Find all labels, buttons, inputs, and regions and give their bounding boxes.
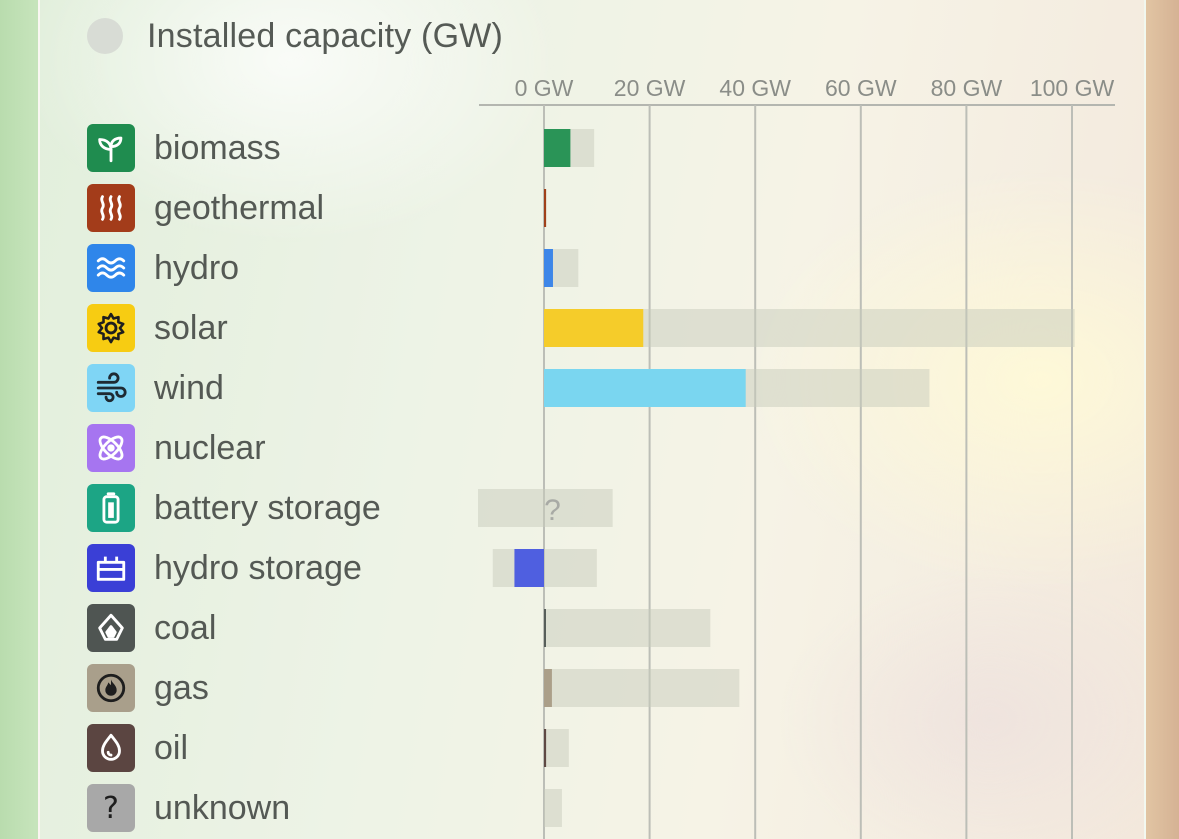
x-tick-label: 40 GW xyxy=(719,75,791,101)
category-label: unknown xyxy=(154,788,291,827)
heat-waves-icon xyxy=(87,184,135,232)
x-tick-label: 100 GW xyxy=(1030,75,1115,101)
capacity-bar-battery-storage[interactable] xyxy=(478,489,613,527)
category-row-hydro[interactable]: hydro xyxy=(87,244,239,292)
info-dot-icon[interactable] xyxy=(87,18,123,54)
capacity-bar-coal[interactable] xyxy=(544,609,711,647)
production-bar-hydro-storage[interactable] xyxy=(514,549,544,587)
x-tick-label: 20 GW xyxy=(614,75,686,101)
category-label: biomass xyxy=(154,128,281,167)
category-row-unknown[interactable]: ? unknown xyxy=(87,784,290,832)
capacity-bar-oil[interactable] xyxy=(544,729,569,767)
production-bar-gas[interactable] xyxy=(544,669,552,707)
production-bar-coal[interactable] xyxy=(544,609,546,647)
category-label: nuclear xyxy=(154,428,266,467)
category-label: hydro storage xyxy=(154,548,362,587)
production-bar-biomass[interactable] xyxy=(544,129,571,167)
category-row-coal[interactable]: coal xyxy=(87,604,216,652)
chart-header: Installed capacity (GW) xyxy=(87,14,503,58)
capacity-bar-gas[interactable] xyxy=(544,669,740,707)
category-row-solar[interactable]: solar xyxy=(87,304,228,352)
category-label: oil xyxy=(154,728,189,767)
capacity-bar-hydro-storage[interactable] xyxy=(492,549,597,587)
water-waves-icon xyxy=(87,244,135,292)
category-row-nuclear[interactable]: nuclear xyxy=(87,424,266,472)
category-row-hydro-storage[interactable]: hydro storage xyxy=(87,544,362,592)
sun-icon xyxy=(87,304,135,352)
category-row-biomass[interactable]: biomass xyxy=(87,124,281,172)
x-tick-label: 60 GW xyxy=(825,75,897,101)
category-row-geothermal[interactable]: geothermal xyxy=(87,184,324,232)
category-label: battery storage xyxy=(154,488,381,527)
production-bar-oil[interactable] xyxy=(544,729,547,767)
category-label: solar xyxy=(154,308,228,347)
capacity-bar-unknown[interactable] xyxy=(544,789,562,827)
wind-icon xyxy=(87,364,135,412)
coal-icon xyxy=(87,604,135,652)
x-tick-label: 0 GW xyxy=(515,75,574,101)
production-bar-solar[interactable] xyxy=(544,309,644,347)
sprout-icon xyxy=(87,124,135,172)
category-label: wind xyxy=(154,368,224,407)
category-row-battery-storage[interactable]: battery storage xyxy=(87,484,381,532)
drop-icon xyxy=(87,724,135,772)
production-bar-geothermal[interactable] xyxy=(544,189,547,227)
unknown-value-mark: ? xyxy=(544,494,561,527)
category-label: coal xyxy=(154,608,217,647)
category-label: geothermal xyxy=(154,188,325,227)
production-bar-wind[interactable] xyxy=(544,369,746,407)
chart-title: Installed capacity (GW) xyxy=(147,16,504,55)
category-row-oil[interactable]: oil xyxy=(87,724,188,772)
battery-icon xyxy=(87,484,135,532)
storage-icon xyxy=(87,544,135,592)
production-bar-hydro[interactable] xyxy=(544,249,553,287)
category-row-gas[interactable]: gas xyxy=(87,664,209,712)
flame-icon xyxy=(87,664,135,712)
category-label: hydro xyxy=(154,248,240,287)
category-row-wind[interactable]: wind xyxy=(87,364,224,412)
question-icon: ? xyxy=(87,784,135,832)
x-tick-label: 80 GW xyxy=(931,75,1003,101)
category-label: gas xyxy=(154,668,209,707)
atom-icon xyxy=(87,424,135,472)
